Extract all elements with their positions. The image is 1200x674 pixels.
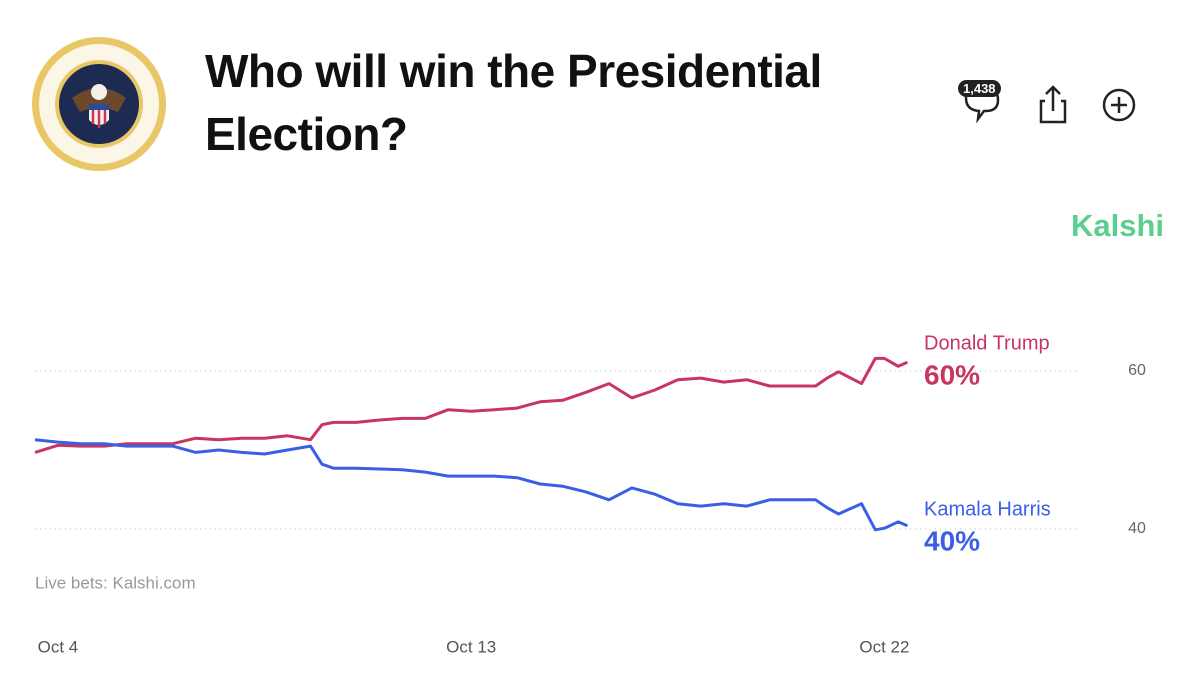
seal [32, 37, 166, 171]
series-current-value: 60% [924, 359, 980, 390]
x-tick-label: Oct 22 [859, 637, 909, 656]
y-tick-label: 40 [1128, 520, 1146, 537]
add-button[interactable] [1102, 88, 1136, 122]
x-tick-label: Oct 13 [446, 637, 496, 656]
title: Who will win the Presidential Election? [205, 45, 822, 160]
series-name: Donald Trump [924, 332, 1050, 354]
series-line [34, 356, 908, 454]
comment-count[interactable]: 1,438 [958, 80, 1001, 97]
series-name: Kamala Harris [924, 498, 1051, 520]
x-tick-label: Oct 4 [38, 637, 79, 656]
brand: Kalshi [1070, 208, 1164, 243]
series-current-value: 40% [924, 525, 980, 556]
y-tick-label: 60 [1128, 362, 1146, 379]
source-note: Live bets: Kalshi.com [35, 573, 196, 592]
series-line [34, 438, 908, 532]
share-button[interactable] [1039, 85, 1067, 124]
